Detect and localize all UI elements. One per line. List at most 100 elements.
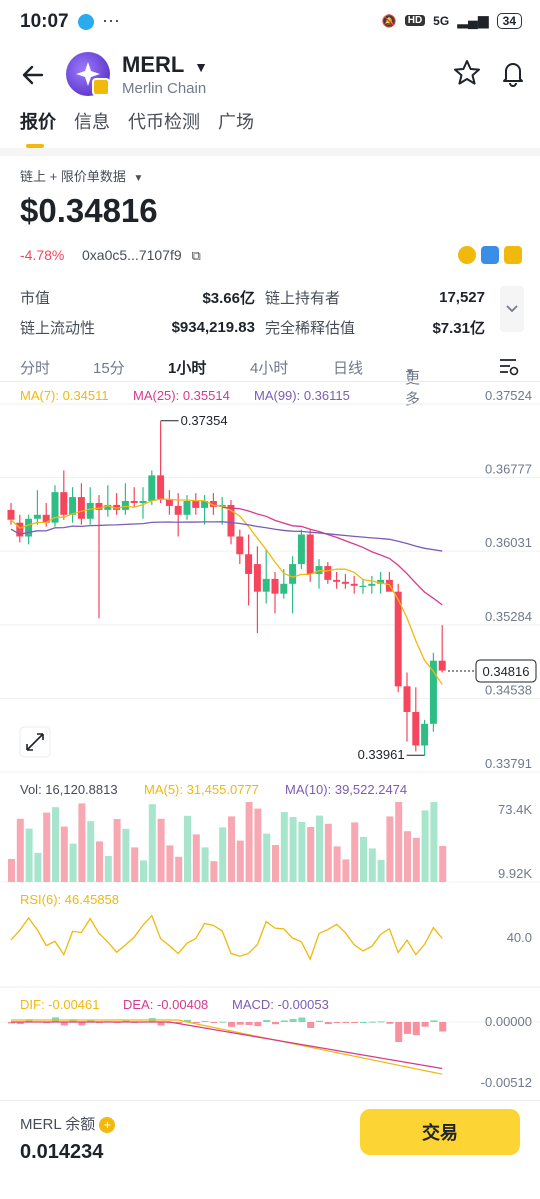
volume-tick-label: 9.92K xyxy=(498,866,532,881)
volume-bar xyxy=(16,818,24,882)
macd-bar xyxy=(307,1022,315,1028)
volume-bar xyxy=(324,823,332,882)
macd-bar xyxy=(368,1021,376,1023)
token-logo xyxy=(66,52,110,96)
data-source-label: 链上 + 限价单数据 xyxy=(20,169,126,184)
price-change: -4.78% xyxy=(20,247,65,263)
add-icon[interactable]: + xyxy=(99,1117,116,1133)
volume-bar xyxy=(192,834,200,882)
back-arrow-icon[interactable] xyxy=(18,60,48,90)
candle-body xyxy=(421,723,429,746)
section-divider xyxy=(0,148,540,156)
contract-address[interactable]: 0xa0c5...7107f9 ⧉ xyxy=(82,247,201,264)
fdv-label: 完全稀释估值 xyxy=(265,319,356,337)
trade-button[interactable]: 交易 xyxy=(360,1109,520,1155)
candle-body xyxy=(7,509,15,520)
dif-legend: DIF: -0.00461 xyxy=(20,997,100,1012)
timeframe-1h[interactable]: 1小时 xyxy=(168,359,207,377)
data-source-selector[interactable]: 链上 + 限价单数据 ▼ xyxy=(20,166,143,185)
volume-bar xyxy=(272,845,279,882)
macd-bar xyxy=(377,1021,385,1023)
dea-line xyxy=(11,1021,443,1070)
chart-settings-icon[interactable] xyxy=(498,357,520,377)
candle-body xyxy=(429,660,437,724)
candle-body xyxy=(236,536,244,555)
volume-bar xyxy=(140,860,147,882)
tab-quote[interactable]: 报价 xyxy=(20,108,56,148)
macd-bar xyxy=(192,1022,200,1024)
caret-down-icon: ▼ xyxy=(194,59,208,75)
timeframe-15m[interactable]: 15分 xyxy=(93,359,125,377)
bell-icon[interactable] xyxy=(498,58,528,88)
candle-body xyxy=(280,583,288,594)
main-tabs: 报价 信息 代币检测 广场 xyxy=(20,108,272,148)
tab-token-check[interactable]: 代币检测 xyxy=(128,112,200,132)
ma25-line xyxy=(222,506,443,606)
tab-info[interactable]: 信息 xyxy=(74,112,110,132)
macd-bar xyxy=(60,1022,68,1026)
macd-bar xyxy=(245,1022,253,1025)
macd-bar xyxy=(78,1022,86,1026)
candle-body xyxy=(42,514,50,523)
candle-body xyxy=(262,578,270,592)
chart-grid xyxy=(0,403,540,773)
fullscreen-button[interactable] xyxy=(19,726,51,758)
copy-icon[interactable]: ⧉ xyxy=(191,248,201,263)
dea-legend: DEA: -0.00408 xyxy=(123,997,208,1012)
candle-body xyxy=(209,501,217,507)
status-bar: 10:07 ··· 🔕 HD 5G ▂▄▆ 34 xyxy=(0,0,540,44)
macd-bar xyxy=(412,1022,420,1036)
favorite-star-icon[interactable] xyxy=(452,58,482,88)
timeframe-4h[interactable]: 4小时 xyxy=(250,359,289,377)
macd-histogram: 0.00000 -0.00512 xyxy=(0,1014,540,1090)
timeframe-time[interactable]: 分时 xyxy=(20,359,51,377)
chain-icon[interactable] xyxy=(504,246,522,264)
volume-bar xyxy=(263,833,271,882)
macd-tick-label: 0.00000 xyxy=(485,1014,532,1029)
candle-body xyxy=(324,566,332,580)
verified-icon[interactable] xyxy=(458,246,476,264)
expand-stats-button[interactable] xyxy=(500,286,524,332)
price-tick-label: 0.33791 xyxy=(485,756,532,771)
volume-bar xyxy=(175,856,183,882)
volume-bar xyxy=(316,815,323,882)
candle-body xyxy=(359,585,367,587)
volume-bar xyxy=(333,846,341,882)
candle-body xyxy=(51,492,59,523)
candle-body xyxy=(350,583,358,586)
volume-bar xyxy=(368,848,376,882)
telegram-icon xyxy=(78,14,94,30)
macd-bar xyxy=(16,1022,24,1025)
candle-body xyxy=(113,504,121,510)
candle-body xyxy=(412,711,420,746)
token-symbol[interactable]: MERL ▼ xyxy=(122,52,208,78)
fdv-value: $7.31亿 xyxy=(432,319,485,337)
ma7-legend: MA(7): 0.34511 xyxy=(20,388,109,403)
candle-body xyxy=(438,660,446,671)
candle-body xyxy=(271,578,279,594)
macd-bar xyxy=(157,1022,165,1026)
high-price-label: 0.37354 xyxy=(181,413,228,428)
volume-bar xyxy=(69,843,77,882)
image-icon[interactable] xyxy=(481,246,499,264)
macd-bar xyxy=(430,1020,438,1022)
caret-down-icon: ▼ xyxy=(405,367,415,378)
ma7-line xyxy=(10,498,443,685)
balance-label: MERL 余额 + xyxy=(20,1113,116,1134)
volume-legend: Vol: 16,120.8813 xyxy=(20,782,118,797)
timeframe-bar: 分时 15分 1小时 4小时 日线 更多 ▼ xyxy=(0,352,540,408)
macd-bar xyxy=(210,1022,218,1023)
candle-body xyxy=(245,554,253,574)
rsi-legend: RSI(6): 46.45858 xyxy=(20,892,119,907)
candle-body xyxy=(253,564,261,592)
macd-bar xyxy=(316,1020,323,1022)
tab-square[interactable]: 广场 xyxy=(218,112,254,132)
price-chart[interactable]: MA(7): 0.34511 MA(25): 0.35514 MA(99): 0… xyxy=(0,382,540,1100)
candle-body xyxy=(403,686,411,712)
volume-bar xyxy=(219,827,227,882)
volume-bar xyxy=(377,859,385,882)
timeframe-1d[interactable]: 日线 xyxy=(333,359,364,377)
token-stats: 市值 $3.66亿 链上持有者 17,527 链上流动性 $934,219.83… xyxy=(20,282,490,342)
volume-bar xyxy=(8,859,15,882)
ma25-legend: MA(25): 0.35514 xyxy=(133,388,230,403)
